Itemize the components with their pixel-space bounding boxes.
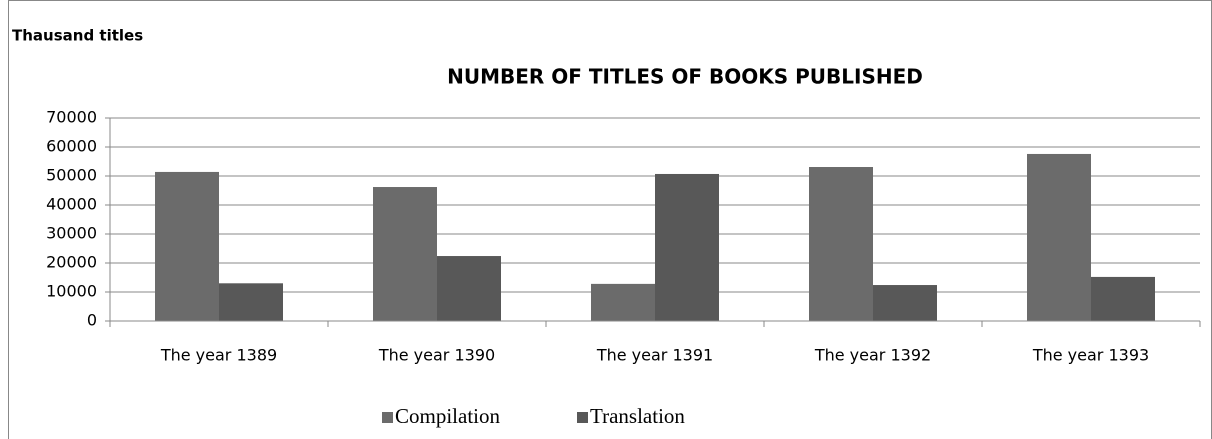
y-tick-label: 10000	[46, 282, 97, 301]
x-tick-label: The year 1391	[596, 346, 713, 365]
y-axis-label: Thausand titles	[12, 27, 143, 45]
bar	[437, 256, 501, 321]
bar	[373, 187, 437, 321]
y-tick-label: 50000	[46, 166, 97, 185]
y-tick-label: 40000	[46, 195, 97, 214]
y-tick-label: 0	[87, 311, 97, 330]
x-tick-label: The year 1393	[1032, 346, 1149, 365]
x-tick-label: The year 1389	[160, 346, 277, 365]
x-tick-label: The year 1392	[814, 346, 931, 365]
bar	[809, 167, 873, 321]
y-tick-label: 60000	[46, 137, 97, 156]
bar	[1091, 276, 1155, 321]
bar	[655, 173, 719, 321]
legend-label: Compilation	[395, 404, 501, 428]
bar	[1027, 153, 1091, 321]
legend-swatch	[382, 412, 393, 423]
chart-title: NUMBER OF TITLES OF BOOKS PUBLISHED	[447, 65, 923, 89]
bar	[219, 283, 283, 321]
x-tick-label: The year 1390	[378, 346, 495, 365]
y-tick-label: 70000	[46, 108, 97, 127]
bar	[873, 285, 937, 321]
bar	[155, 171, 219, 321]
y-tick-label: 30000	[46, 224, 97, 243]
legend-label: Translation	[590, 404, 685, 428]
y-tick-label: 20000	[46, 253, 97, 272]
legend-swatch	[577, 412, 588, 423]
bar	[591, 283, 655, 321]
